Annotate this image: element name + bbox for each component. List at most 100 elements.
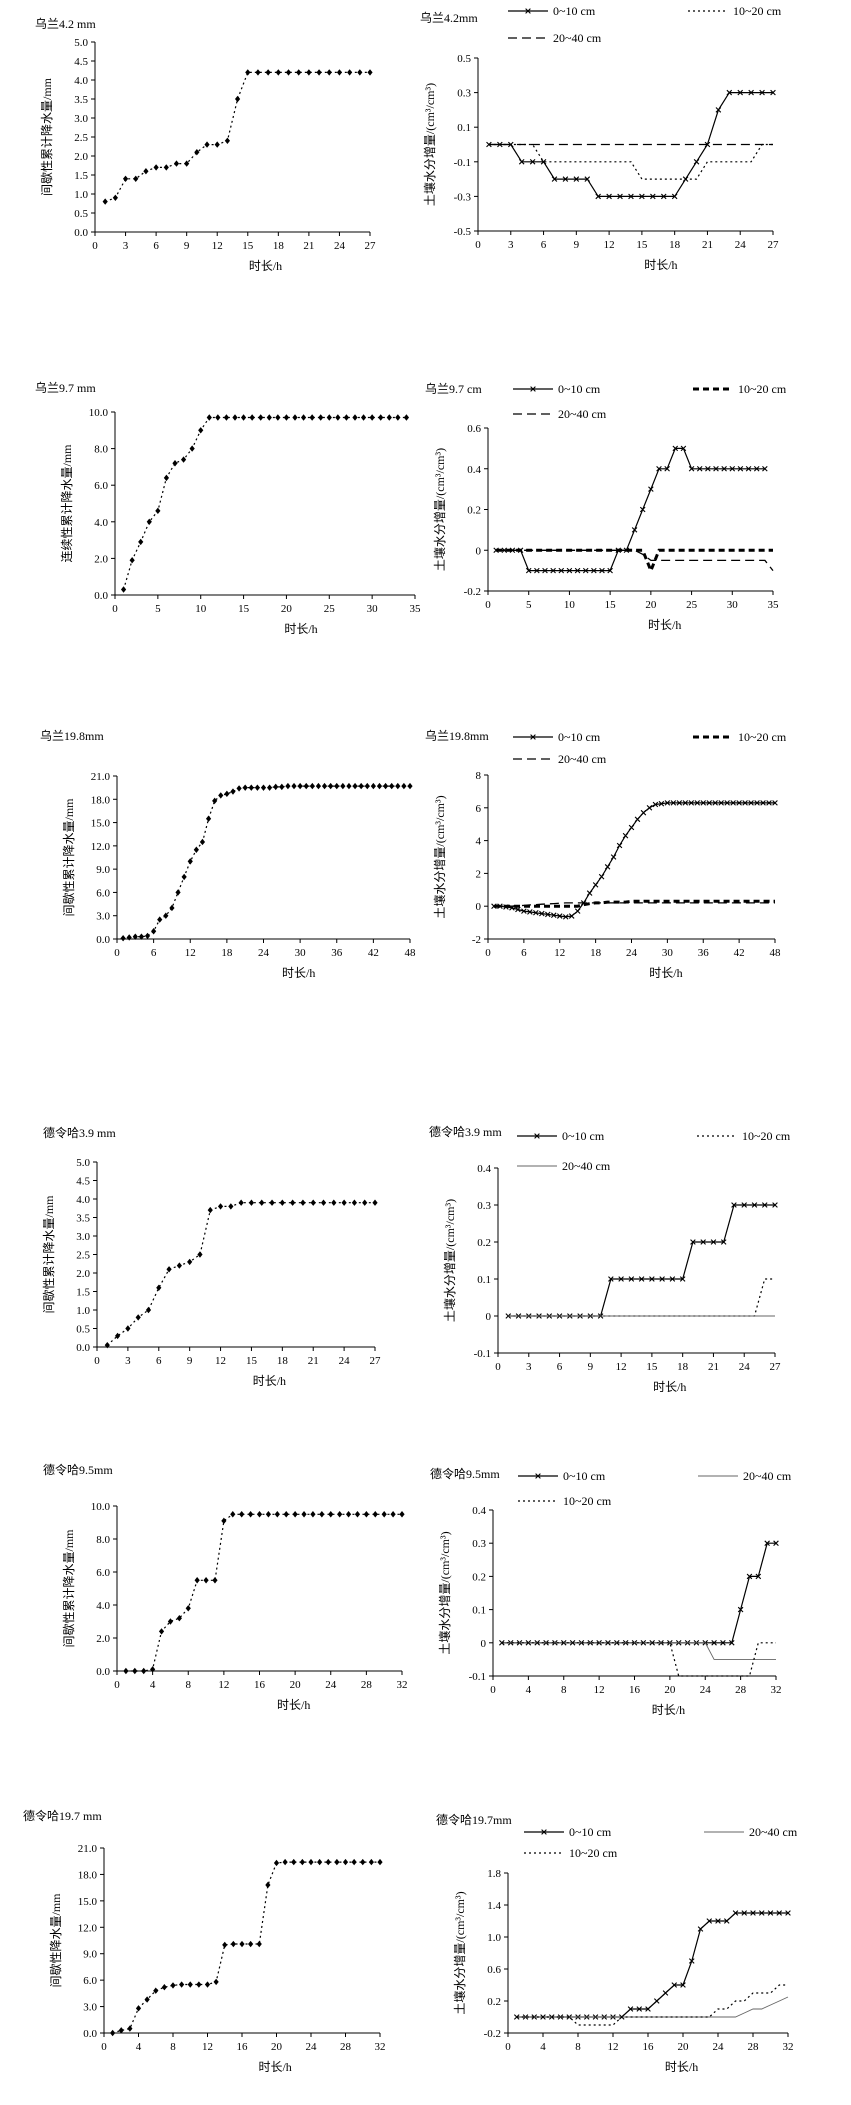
x-tick-label: 36 [331, 947, 343, 959]
data-point [184, 160, 190, 167]
legend-label: 20~40 cm [553, 31, 602, 45]
x-tick-label: 16 [254, 1679, 266, 1691]
x-tick-label: 0 [112, 603, 118, 615]
data-point [693, 159, 700, 165]
data-point [194, 149, 200, 156]
y-axis-label: 间歇性累计降水量/mm [62, 1529, 76, 1648]
data-point [318, 414, 324, 421]
data-point [125, 1325, 131, 1332]
x-tick-label: 0 [505, 2041, 511, 2053]
data-point [598, 873, 605, 880]
data-point [347, 69, 353, 76]
data-point [728, 1640, 735, 1646]
chart-panel-12: 德令哈19.7mm -0.2 0.2 0.6 1.0 1.4 1.8 0 4 8 12 16 20 24 2… [436, 1812, 798, 2074]
data-point [706, 800, 713, 806]
data-point [273, 783, 279, 791]
chart-panel-10: 德令哈9.5mm -0.1 0 0.1 0.2 0.3 0.4 0 4 8 12 16 20 24 28 32… [430, 1466, 792, 1717]
data-point [723, 1918, 730, 1924]
data-point [170, 1982, 176, 1989]
data-point [386, 414, 392, 421]
x-tick-label: 42 [368, 947, 379, 959]
data-point [291, 782, 297, 790]
data-point [680, 1982, 686, 1988]
x-axis-label: 时长/h [249, 259, 282, 273]
series-line-1 [496, 447, 765, 572]
y-tick-label: 0.2 [487, 1996, 501, 2008]
data-point [185, 1605, 191, 1612]
data-point [163, 474, 170, 482]
data-point [573, 176, 580, 182]
y-tick-label: -0.1 [454, 157, 471, 169]
data-point [265, 1511, 272, 1518]
y-tick-label: 0.1 [472, 1605, 486, 1617]
y-tick-label: 2.0 [94, 553, 108, 565]
data-point [491, 903, 497, 909]
y-tick-label: 0.5 [457, 53, 471, 65]
data-point [688, 800, 695, 806]
data-point [153, 164, 159, 171]
data-point [102, 198, 108, 205]
x-tick-label: 18 [277, 1355, 289, 1367]
data-point [275, 69, 281, 76]
x-tick-label: 16 [629, 1684, 641, 1696]
data-point [345, 1511, 352, 1518]
data-point [776, 1910, 783, 1916]
legend-marker [525, 8, 531, 14]
data-point [145, 1306, 152, 1314]
y-tick-label: 2.5 [74, 132, 88, 144]
legend-marker [541, 1829, 547, 1835]
chart-panel-3: 乌兰9.7 mm 0.0 2.0 4.0 6.0 8.0 10.0 0 5 10 15 20 25 30 3… [35, 380, 421, 636]
data-point [290, 1199, 296, 1206]
y-tick-label: 3.5 [76, 1213, 90, 1225]
x-tick-label: 42 [734, 947, 745, 959]
data-point [377, 1858, 383, 1866]
data-point [671, 1982, 678, 1988]
data-point [616, 842, 623, 849]
data-point [595, 193, 601, 200]
y-tick-label: 3.0 [74, 113, 88, 125]
y-tick-label: 9.0 [83, 1949, 97, 1961]
data-point [586, 890, 593, 896]
data-point [346, 782, 352, 790]
data-point [679, 1276, 686, 1282]
y-tick-label: 3.0 [83, 2002, 97, 2014]
y-tick-label: 0 [476, 545, 482, 557]
data-point [760, 800, 766, 806]
x-tick-label: 3 [125, 1355, 131, 1367]
data-point [653, 1998, 660, 2004]
y-tick-label: -0.1 [469, 1671, 486, 1683]
x-tick-label: 35 [410, 603, 422, 615]
data-point [230, 1511, 236, 1518]
data-point [132, 933, 138, 940]
y-tick-label: 0.0 [96, 934, 110, 946]
data-point [360, 414, 367, 421]
data-point [505, 1313, 512, 1319]
data-point [360, 1858, 366, 1866]
legend-label: 10~20 cm [733, 4, 782, 18]
data-point [129, 557, 135, 564]
data-point [662, 1990, 669, 1996]
data-point [214, 141, 220, 148]
data-point [742, 800, 748, 806]
chart-title: 德令哈3.9 mm [429, 1124, 502, 1139]
data-point [166, 1266, 172, 1273]
data-point [337, 1511, 343, 1518]
data-point [279, 1199, 285, 1206]
x-tick-label: 0 [101, 2041, 107, 2053]
data-point [732, 1910, 739, 1916]
chart-panel-9: 德令哈9.5mm 0.0 2.0 4.0 6.0 8.0 10.0 0 4 8 12 16 20 24 28… [43, 1462, 408, 1712]
x-tick-label: 20 [664, 1684, 676, 1696]
y-tick-label: 18.0 [91, 794, 111, 806]
data-point [189, 445, 195, 452]
x-tick-label: 27 [768, 239, 780, 251]
data-point [690, 1239, 696, 1245]
data-point [292, 1511, 298, 1518]
y-tick-label: 4.5 [76, 1176, 90, 1188]
data-point [180, 456, 187, 463]
x-tick-label: 28 [735, 1684, 747, 1696]
x-tick-label: 0 [94, 1355, 100, 1367]
data-point [274, 1511, 280, 1518]
x-tick-label: 25 [324, 603, 336, 615]
y-tick-label: 4.0 [74, 75, 88, 87]
data-point [310, 1199, 316, 1206]
